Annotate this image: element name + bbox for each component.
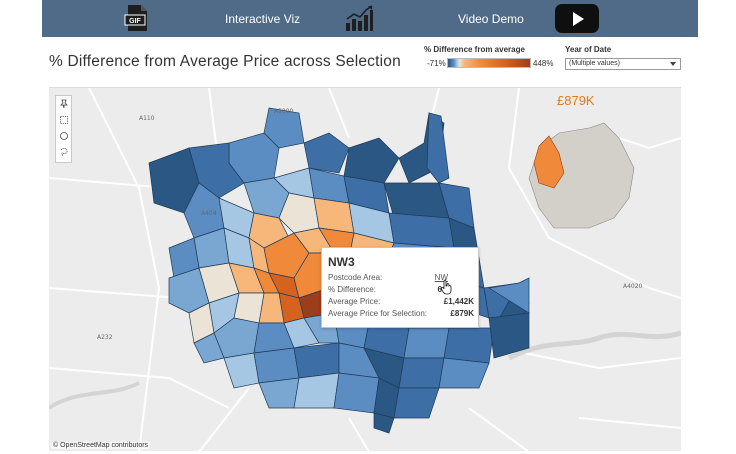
page-title: % Difference from Average Price across S… bbox=[49, 53, 401, 70]
radial-select-tool[interactable] bbox=[56, 128, 71, 144]
tooltip-label: Average Price for Selection: bbox=[328, 309, 428, 318]
year-filter-title: Year of Date bbox=[565, 45, 612, 54]
bar-chart-icon[interactable] bbox=[344, 4, 374, 33]
rect-select-tool[interactable] bbox=[56, 112, 71, 128]
tooltip-row: Average Price: £1,442K bbox=[328, 297, 474, 306]
region-tooltip: NW3 Postcode Area: NW % Difference: 6 Av… bbox=[321, 247, 479, 328]
lasso-select-icon bbox=[60, 148, 68, 157]
road-label: A232 bbox=[97, 334, 113, 341]
radial-select-icon bbox=[59, 132, 68, 140]
road-label: A4020 bbox=[623, 283, 643, 290]
tooltip-label: Average Price: bbox=[328, 297, 381, 306]
gif-file-icon[interactable]: GIF bbox=[122, 3, 152, 33]
tooltip-label: % Difference: bbox=[328, 285, 376, 294]
tooltip-value: £1,442K bbox=[443, 297, 474, 306]
rect-select-icon bbox=[59, 116, 68, 124]
map-toolbar bbox=[55, 95, 72, 163]
tooltip-row: % Difference: 6 bbox=[328, 285, 474, 294]
lasso-select-tool[interactable] bbox=[56, 144, 71, 160]
tooltip-label: Postcode Area: bbox=[328, 273, 383, 282]
road-label: A1000 bbox=[274, 108, 294, 115]
legend-max-label: 448% bbox=[533, 59, 554, 68]
play-button[interactable] bbox=[555, 4, 599, 33]
year-filter-value: (Multiple values) bbox=[569, 60, 620, 67]
tooltip-value-link[interactable]: NW bbox=[434, 273, 448, 282]
tooltip-title: NW3 bbox=[328, 255, 355, 269]
road-label: A404 bbox=[201, 210, 217, 217]
pin-tool[interactable] bbox=[56, 96, 71, 112]
play-icon bbox=[573, 11, 584, 26]
road-label: A110 bbox=[139, 115, 155, 122]
tooltip-value: £879K bbox=[450, 309, 474, 318]
legend-title: % Difference from average bbox=[424, 45, 525, 54]
chevron-down-icon bbox=[670, 62, 676, 66]
hand-cursor-icon bbox=[441, 279, 452, 295]
selection-price-label: £879K bbox=[557, 93, 595, 108]
svg-text:GIF: GIF bbox=[129, 18, 141, 25]
color-legend-bar[interactable] bbox=[447, 58, 531, 68]
pin-icon bbox=[59, 99, 68, 109]
map-attribution[interactable]: © OpenStreetMap contributors bbox=[51, 442, 151, 449]
map-view[interactable]: A110 A1000 A404 A4020 A232 £879K © OpenS… bbox=[49, 87, 681, 451]
year-filter-dropdown[interactable]: (Multiple values) bbox=[565, 58, 681, 70]
tooltip-value: 6 bbox=[437, 285, 442, 294]
video-demo-link[interactable]: Video Demo bbox=[458, 11, 524, 26]
inset-overview-map[interactable] bbox=[528, 122, 635, 229]
tooltip-row: Postcode Area: NW bbox=[328, 273, 474, 282]
river-upper bbox=[49, 381, 140, 410]
river-thames bbox=[507, 330, 681, 361]
top-banner: GIF Interactive Viz Video Demo bbox=[42, 0, 698, 37]
tooltip-row: Average Price for Selection: £879K bbox=[328, 309, 474, 318]
interactive-viz-link[interactable]: Interactive Viz bbox=[225, 11, 301, 26]
legend-min-label: -71% bbox=[427, 59, 446, 68]
